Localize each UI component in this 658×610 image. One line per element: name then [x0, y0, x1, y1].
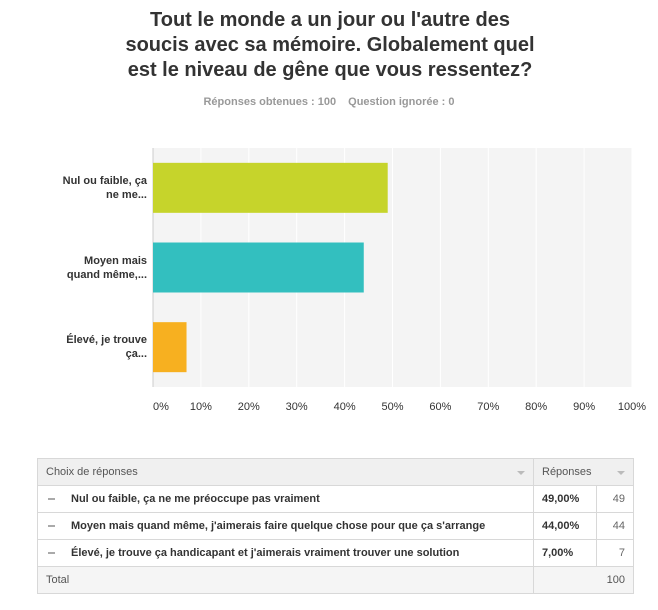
- header-text: Réponses: [542, 466, 592, 478]
- choice-cell: Élevé, je trouve ça handicapant et j'aim…: [37, 539, 534, 567]
- bar: [153, 242, 364, 293]
- chart: 0% 10% 20% 30% 40% 50% 60% 70% 80% 90% 100%: [152, 148, 646, 413]
- table-row: Nul ou faible, ça ne me préoccupe pas vr…: [37, 485, 634, 513]
- chart-title: Tout le monde a un jour ou l'autre des s…: [125, 9, 535, 81]
- x-tick-label: 100%: [618, 401, 646, 413]
- x-tick-label: 70%: [477, 401, 499, 413]
- x-tick-label: 90%: [573, 401, 595, 413]
- answered: Réponses obtenues : 100: [203, 96, 337, 108]
- response-table: Choix de réponses Réponses Nul ou faible, …: [37, 458, 634, 594]
- y-tick-label: Moyen mais quand même,...: [66, 254, 147, 281]
- bar: [153, 322, 187, 373]
- total-label: Total: [37, 566, 534, 594]
- header-cell: Réponses: [533, 458, 634, 486]
- total-value: 100: [533, 566, 634, 594]
- choice-text: Élevé, je trouve ça handicapant et j'aim…: [71, 547, 460, 559]
- header-text: Choix de réponses: [46, 466, 138, 478]
- choice-text: Nul ou faible, ça ne me préoccupe pas vr…: [71, 493, 320, 505]
- total-row: Total 100: [37, 566, 634, 594]
- choice-cell: Moyen mais quand même, j'aimerais faire …: [37, 512, 534, 540]
- x-tick-label: 40%: [334, 401, 356, 413]
- x-tick-label: 20%: [238, 401, 260, 413]
- header-cell: Choix de réponses: [37, 458, 534, 486]
- table-row: Élevé, je trouve ça handicapant et j'aim…: [37, 539, 634, 567]
- row-marker: [48, 525, 55, 528]
- table-row: Moyen mais quand même, j'aimerais faire …: [37, 512, 634, 540]
- count-cell: 7: [596, 539, 634, 567]
- bar: [153, 162, 388, 213]
- row-marker: [48, 552, 55, 555]
- percent-cell: 7,00%: [533, 539, 597, 567]
- x-tick-label: 30%: [286, 401, 308, 413]
- choice-text: Moyen mais quand même, j'aimerais faire …: [71, 520, 486, 532]
- sort-arrow: [617, 471, 625, 475]
- x-tick-label: 0%: [153, 401, 169, 413]
- count-cell: 49: [596, 485, 634, 513]
- sort-arrow: [517, 471, 525, 475]
- y-tick-label: Élevé, je trouve ça...: [66, 334, 147, 361]
- table-header: Choix de réponses Réponses: [37, 458, 634, 486]
- percent-cell: 44,00%: [533, 512, 597, 540]
- count-cell: 44: [596, 512, 634, 540]
- subtitle: Réponses obtenues : 100 Question ignorée …: [0, 96, 658, 108]
- x-tick-label: 80%: [525, 401, 547, 413]
- x-tick-label: 60%: [429, 401, 451, 413]
- percent-cell: 49,00%: [533, 485, 597, 513]
- x-tick-label: 50%: [381, 401, 403, 413]
- choice-cell: Nul ou faible, ça ne me préoccupe pas vr…: [37, 485, 534, 513]
- x-tick-label: 10%: [190, 401, 212, 413]
- row-marker: [48, 498, 55, 501]
- y-tick-label: Nul ou faible, ça ne me...: [62, 174, 147, 201]
- skipped: Question ignorée : 0: [348, 96, 455, 108]
